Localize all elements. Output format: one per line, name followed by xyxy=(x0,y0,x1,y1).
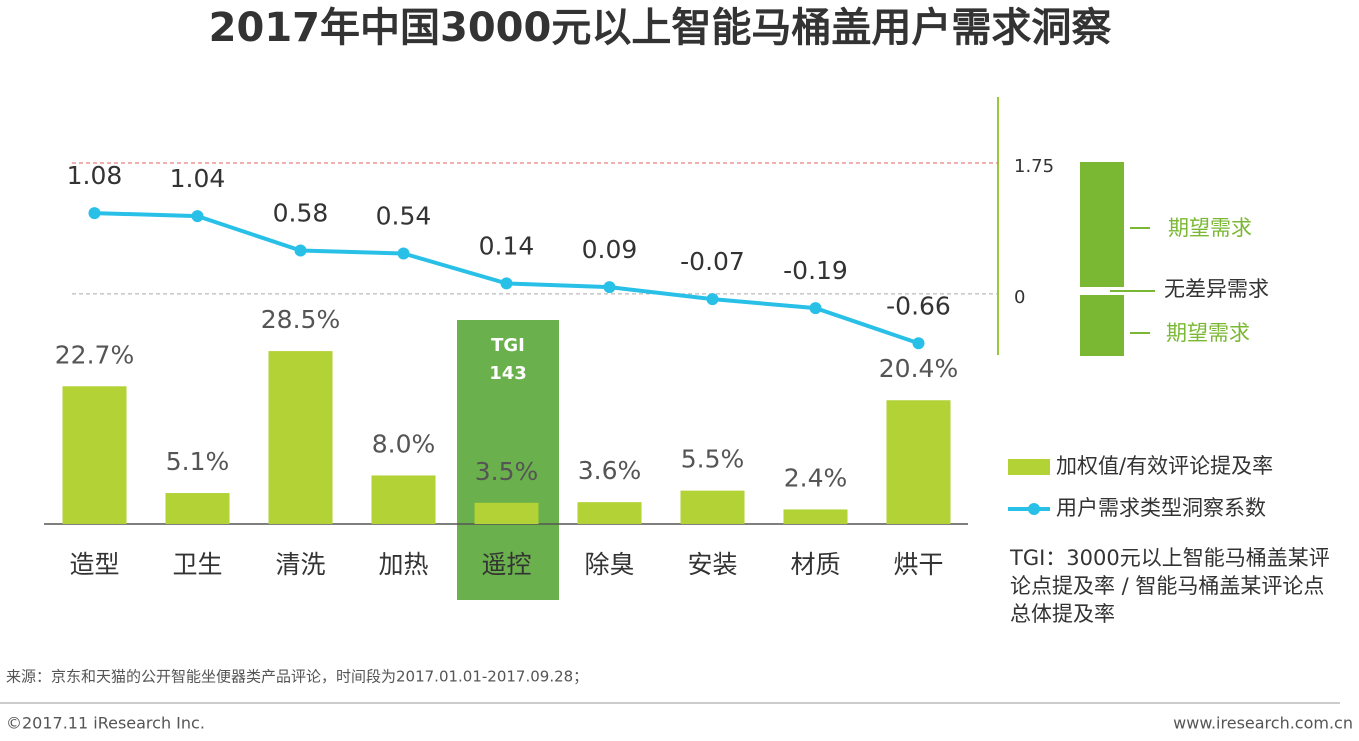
value-label: -0.66 xyxy=(886,291,951,320)
y2-tick-label: 1.75 xyxy=(1014,156,1054,177)
zone-block xyxy=(1080,162,1124,287)
zone-label: 无差异需求 xyxy=(1164,277,1269,301)
bar xyxy=(268,351,333,524)
value-label: 5.1% xyxy=(166,447,230,476)
highlight-box xyxy=(457,320,559,600)
value-label: 0.09 xyxy=(582,235,638,264)
legend-swatch xyxy=(1028,503,1040,515)
point xyxy=(706,293,719,306)
bar xyxy=(783,509,848,524)
value-label: -0.19 xyxy=(783,256,848,285)
value-label: 0.14 xyxy=(479,231,535,260)
bar xyxy=(577,502,642,524)
x-tick-label: 烘干 xyxy=(893,550,943,579)
point xyxy=(500,277,513,290)
value-label: 22.7% xyxy=(55,340,134,369)
x-tick-label: 遥控 xyxy=(481,550,531,579)
x-tick-label: 加热 xyxy=(378,550,428,579)
value-label: 5.5% xyxy=(681,445,745,474)
point xyxy=(809,302,822,315)
value-label: 2.4% xyxy=(784,463,848,492)
value-label: 1.08 xyxy=(67,161,123,190)
value-label: 1.04 xyxy=(170,164,226,193)
tgi-note: TGI：3000元以上智能马桶盖某评论点提及率 / 智能马桶盖某评论点总体提及率 xyxy=(1010,546,1330,626)
point xyxy=(294,244,307,257)
x-tick-label: 安装 xyxy=(687,550,737,579)
x-tick-label: 除臭 xyxy=(584,550,634,579)
zone-block xyxy=(1080,295,1124,356)
bar xyxy=(165,493,230,524)
point xyxy=(397,247,410,260)
bar xyxy=(371,475,436,524)
highlight-value: 143 xyxy=(489,363,527,384)
zone-label: 期望需求 xyxy=(1168,216,1252,240)
value-label: -0.07 xyxy=(680,247,745,276)
value-label: 8.0% xyxy=(372,429,436,458)
copyright: ©2017.11 iResearch Inc. xyxy=(6,714,205,733)
highlight-label: TGI xyxy=(491,335,525,356)
legend-label: 加权值/有效评论提及率 xyxy=(1056,454,1273,478)
point xyxy=(88,207,101,220)
legend-swatch xyxy=(1008,459,1050,475)
point xyxy=(912,337,925,350)
chart-title: 2017年中国3000元以上智能马桶盖用户需求洞察 xyxy=(209,5,1112,51)
value-label: 28.5% xyxy=(261,305,340,334)
value-label: 0.58 xyxy=(273,199,329,228)
bar xyxy=(474,502,539,524)
bar xyxy=(886,400,951,524)
value-label: 3.5% xyxy=(475,457,539,486)
x-tick-label: 造型 xyxy=(69,550,119,579)
x-tick-label: 卫生 xyxy=(172,550,222,579)
point xyxy=(191,210,204,223)
value-label: 3.6% xyxy=(578,456,642,485)
website: www.iresearch.com.cn xyxy=(1173,714,1353,733)
bar xyxy=(680,490,745,524)
value-label: 0.54 xyxy=(376,202,432,231)
x-tick-label: 清洗 xyxy=(275,550,325,579)
bar xyxy=(62,386,127,524)
legend-label: 用户需求类型洞察系数 xyxy=(1056,496,1266,520)
point xyxy=(603,281,616,294)
y2-tick-label: 0 xyxy=(1014,287,1025,308)
value-label: 20.4% xyxy=(879,354,958,383)
source: 来源：京东和天猫的公开智能坐便器类产品评论，时间段为2017.01.01-201… xyxy=(6,668,588,686)
x-tick-label: 材质 xyxy=(790,550,840,579)
zone-label: 期望需求 xyxy=(1166,321,1250,345)
